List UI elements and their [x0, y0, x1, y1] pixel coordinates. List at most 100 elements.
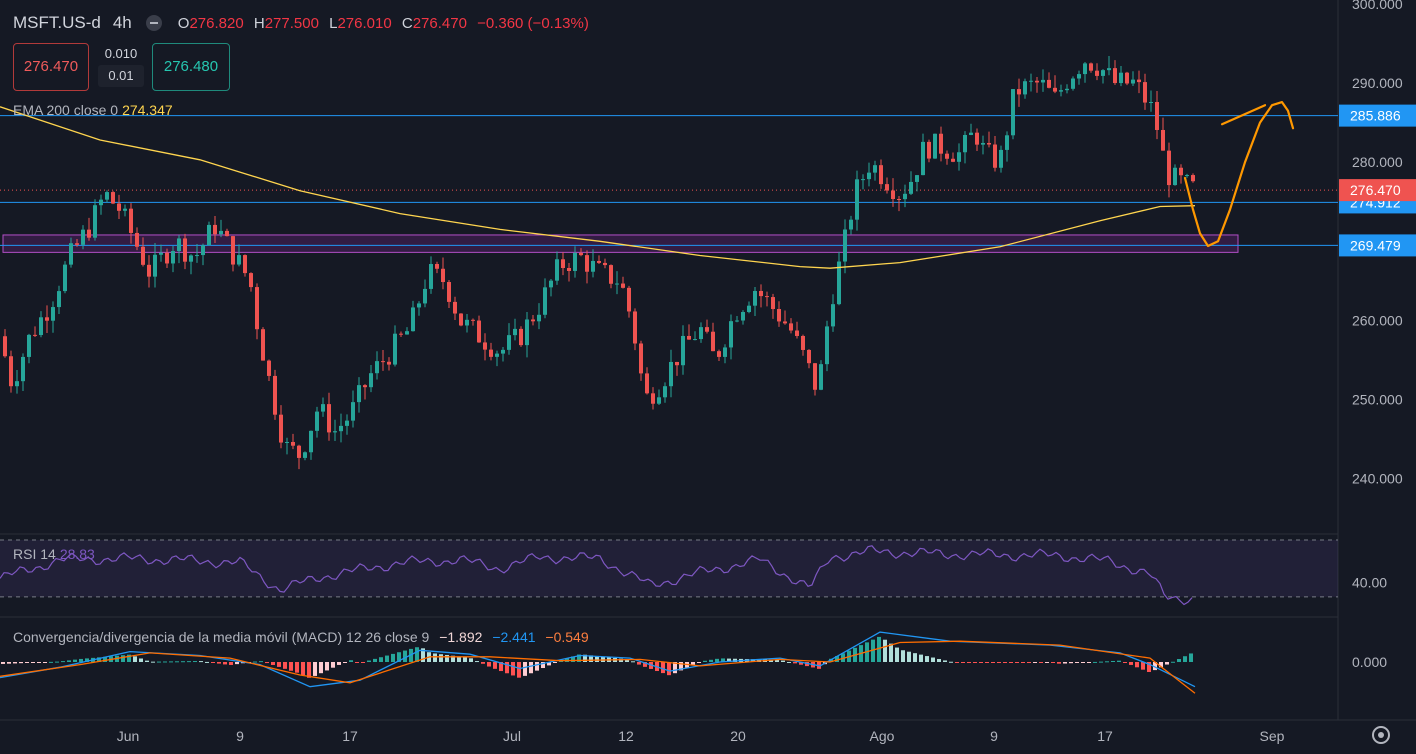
macd-histogram-bar — [643, 662, 647, 667]
macd-signal-line — [0, 640, 1196, 694]
candle-body — [147, 264, 151, 277]
candle-body — [165, 252, 169, 264]
macd-histogram-bar — [523, 662, 527, 676]
candle-body — [753, 290, 757, 306]
drawn-projection-stroke — [1220, 104, 1267, 126]
candle-body — [255, 287, 259, 330]
macd-histogram-bar — [931, 657, 935, 662]
minus-circle-icon[interactable] — [145, 15, 162, 31]
candle-body — [303, 452, 307, 458]
price-tick-label: 250.000 — [1352, 392, 1403, 408]
candle-body — [1035, 80, 1039, 83]
level-tag — [1339, 234, 1416, 257]
time-tick-label: 17 — [342, 728, 358, 744]
macd-histogram-bar — [463, 657, 467, 662]
candle-body — [201, 245, 205, 256]
macd-histogram-bar — [769, 659, 773, 662]
candle-body — [369, 373, 373, 388]
candle-body — [1005, 135, 1009, 150]
candle-body — [1185, 175, 1189, 177]
macd-histogram-bar — [313, 662, 317, 676]
gear-icon[interactable] — [1372, 726, 1390, 744]
chart-header: MSFT.US-d 4h O276.820 H277.500 L276.010 … — [13, 13, 595, 33]
candle-body — [567, 267, 571, 271]
candle-body — [897, 199, 901, 201]
sell-button[interactable]: 276.470 — [13, 43, 89, 91]
ema-line — [0, 106, 1196, 269]
candle-body — [93, 205, 97, 238]
candle-body — [1011, 89, 1015, 136]
macd-histogram-bar — [901, 650, 905, 662]
symbol-label[interactable]: MSFT.US-d — [13, 13, 101, 32]
buy-button[interactable]: 276.480 — [152, 43, 230, 91]
macd-histogram-bar — [139, 658, 143, 662]
candle-body — [69, 243, 73, 265]
candle-body — [609, 265, 613, 284]
macd-histogram-bar — [349, 660, 353, 662]
macd-histogram-bar — [19, 662, 23, 664]
macd-histogram-bar — [487, 662, 491, 667]
macd-histogram-bar — [841, 653, 845, 662]
candle-body — [423, 288, 427, 304]
candle-body — [693, 339, 697, 341]
candle-body — [867, 172, 871, 180]
macd-histogram-bar — [517, 662, 521, 678]
spread-lot: 0.010 0.01 — [98, 43, 144, 87]
macd-histogram-bar — [199, 661, 203, 663]
candle-body — [1119, 72, 1123, 84]
candle-body — [351, 402, 355, 421]
rsi-legend[interactable]: RSI 14 28.83 — [13, 546, 95, 562]
macd-histogram-bar — [751, 659, 755, 662]
macd-histogram-bar — [955, 662, 959, 663]
candle-body — [483, 342, 487, 350]
ema-legend[interactable]: EMA 200 close 0 274.347 — [13, 102, 173, 118]
macd-histogram-bar — [217, 662, 221, 664]
macd-histogram-bar — [949, 661, 953, 663]
lot-value[interactable]: 0.01 — [98, 65, 144, 87]
candle-body — [591, 260, 595, 272]
candle-body — [513, 328, 517, 336]
macd-histogram-bar — [1, 662, 5, 664]
candle-body — [435, 264, 439, 269]
macd-histogram-bar — [973, 662, 977, 663]
macd-histogram-bar — [73, 659, 77, 662]
candle-body — [183, 238, 187, 262]
candle-body — [1173, 167, 1177, 186]
macd-histogram-bar — [469, 658, 473, 662]
candle-body — [1179, 167, 1183, 176]
candle-body — [873, 165, 877, 173]
macd-histogram-bar — [1123, 662, 1127, 663]
candle-body — [357, 385, 361, 403]
macd-histogram-bar — [1189, 653, 1193, 662]
macd-histogram-bar — [871, 639, 875, 662]
candle-body — [393, 333, 397, 365]
macd-legend[interactable]: Convergencia/divergencia de la media móv… — [13, 629, 589, 645]
timeframe-label[interactable]: 4h — [112, 13, 132, 32]
macd-histogram-bar — [457, 656, 461, 662]
candle-body — [801, 335, 805, 350]
macd-histogram-bar — [571, 656, 575, 662]
candle-body — [561, 259, 565, 268]
macd-histogram-bar — [295, 662, 299, 673]
candle-body — [1107, 68, 1111, 71]
candle-body — [741, 312, 745, 321]
macd-histogram-bar — [631, 661, 635, 663]
candle-body — [9, 356, 13, 387]
candle-body — [681, 335, 685, 366]
candle-body — [135, 232, 139, 247]
macd-histogram-bar — [337, 662, 341, 665]
candle-body — [615, 283, 619, 285]
candle-body — [705, 327, 709, 332]
candle-body — [573, 252, 577, 271]
candle-body — [417, 303, 421, 308]
candle-body — [87, 229, 91, 238]
candle-body — [1191, 175, 1195, 182]
macd-tick-label: 0.000 — [1352, 654, 1387, 670]
macd-signal-value: −2.441 — [492, 629, 536, 645]
macd-histogram-bar — [925, 656, 929, 662]
macd-histogram-bar — [373, 658, 377, 662]
macd-histogram-bar — [1147, 662, 1151, 673]
macd-histogram-bar — [595, 656, 599, 662]
macd-histogram-bar — [1057, 662, 1061, 664]
